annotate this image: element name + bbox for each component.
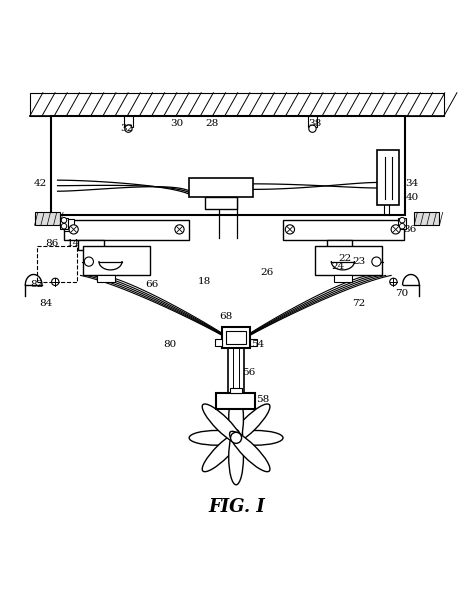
Ellipse shape bbox=[202, 431, 243, 472]
Ellipse shape bbox=[228, 430, 283, 445]
Ellipse shape bbox=[229, 391, 244, 446]
Text: 80: 80 bbox=[164, 340, 177, 349]
Circle shape bbox=[372, 257, 381, 266]
Text: 84: 84 bbox=[39, 299, 53, 308]
Text: 14: 14 bbox=[67, 239, 80, 248]
Bar bbox=[327, 240, 352, 250]
Bar bbox=[215, 339, 222, 346]
Bar bbox=[250, 339, 257, 346]
Circle shape bbox=[400, 217, 405, 223]
Bar bbox=[60, 218, 68, 230]
Text: 56: 56 bbox=[242, 368, 255, 377]
Bar bbox=[64, 220, 189, 240]
Text: 24: 24 bbox=[332, 262, 345, 271]
Text: 18: 18 bbox=[198, 277, 211, 286]
Bar bbox=[226, 331, 246, 345]
Bar bbox=[30, 93, 444, 116]
Bar bbox=[64, 220, 73, 231]
Circle shape bbox=[52, 278, 59, 286]
Bar bbox=[189, 178, 253, 197]
Bar bbox=[308, 116, 317, 127]
Text: 54: 54 bbox=[251, 340, 264, 349]
Bar bbox=[230, 388, 242, 393]
Circle shape bbox=[391, 225, 401, 234]
Bar bbox=[315, 246, 382, 275]
Ellipse shape bbox=[229, 404, 270, 444]
Circle shape bbox=[61, 223, 67, 229]
Bar bbox=[334, 275, 352, 282]
Circle shape bbox=[175, 225, 184, 234]
Ellipse shape bbox=[229, 431, 270, 472]
Text: 42: 42 bbox=[34, 179, 47, 188]
Circle shape bbox=[69, 225, 78, 234]
Bar bbox=[205, 197, 237, 209]
Text: 86: 86 bbox=[46, 239, 59, 248]
Bar bbox=[414, 212, 439, 226]
Text: 68: 68 bbox=[219, 312, 232, 321]
Text: 26: 26 bbox=[260, 268, 273, 277]
Bar bbox=[78, 240, 103, 250]
Circle shape bbox=[285, 225, 294, 234]
Ellipse shape bbox=[189, 430, 245, 445]
Circle shape bbox=[309, 125, 316, 132]
Bar bbox=[83, 246, 150, 275]
Circle shape bbox=[390, 278, 397, 286]
Bar bbox=[377, 151, 399, 205]
Circle shape bbox=[230, 433, 242, 443]
Text: 32: 32 bbox=[120, 124, 133, 133]
Text: 38: 38 bbox=[309, 119, 322, 128]
Circle shape bbox=[125, 125, 132, 132]
Text: 36: 36 bbox=[403, 225, 416, 234]
Bar bbox=[124, 116, 133, 127]
Text: 34: 34 bbox=[405, 179, 419, 188]
Ellipse shape bbox=[202, 404, 243, 444]
Text: 30: 30 bbox=[171, 119, 184, 128]
Text: 82: 82 bbox=[30, 280, 44, 289]
Bar bbox=[222, 327, 250, 348]
Text: 23: 23 bbox=[352, 257, 365, 266]
Text: 22: 22 bbox=[338, 254, 352, 263]
Text: 70: 70 bbox=[395, 289, 408, 298]
Ellipse shape bbox=[229, 430, 244, 485]
Bar bbox=[37, 246, 77, 282]
Bar bbox=[283, 220, 403, 240]
Bar bbox=[51, 116, 405, 215]
Circle shape bbox=[84, 257, 93, 266]
Bar bbox=[35, 212, 60, 226]
Text: 40: 40 bbox=[405, 193, 419, 202]
Bar bbox=[97, 275, 115, 282]
Text: 66: 66 bbox=[145, 280, 158, 289]
Text: FIG. I: FIG. I bbox=[209, 498, 265, 516]
Text: 72: 72 bbox=[352, 299, 365, 308]
Bar bbox=[398, 218, 406, 230]
Bar bbox=[216, 393, 255, 409]
Text: 28: 28 bbox=[205, 119, 219, 128]
Circle shape bbox=[61, 217, 67, 223]
Circle shape bbox=[400, 223, 405, 229]
Text: 58: 58 bbox=[255, 395, 269, 404]
